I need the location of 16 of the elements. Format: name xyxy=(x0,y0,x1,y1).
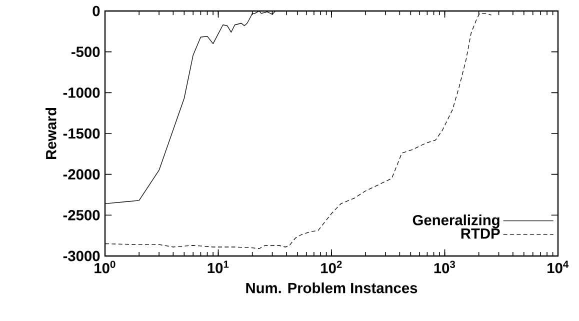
y-tick-label: -2000 xyxy=(63,169,100,180)
y-tick-label: -1000 xyxy=(63,87,100,98)
y-tick-label: 0 xyxy=(92,6,100,16)
y-tick-label: -3000 xyxy=(63,250,100,262)
x-tick-label: 10$^{2}$ xyxy=(321,260,342,274)
legend-label: RTDP xyxy=(461,228,500,239)
y-tick-label: -1500 xyxy=(63,128,100,139)
x-tick-label: 10$^{3}$ xyxy=(434,260,456,274)
y-tick-label: -2500 xyxy=(63,210,100,220)
x-axis-title: Num. Problem Instances xyxy=(246,282,418,294)
x-tick-label: 10$^{1}$ xyxy=(208,260,229,274)
y-axis-title: Reward xyxy=(46,108,56,159)
x-tick-label: 10$^{0}$ xyxy=(94,260,116,274)
x-tick-label: 10$^{4}$ xyxy=(548,260,569,274)
y-tick-label: -500 xyxy=(72,46,100,58)
legend-label: Generalizing xyxy=(412,214,500,228)
